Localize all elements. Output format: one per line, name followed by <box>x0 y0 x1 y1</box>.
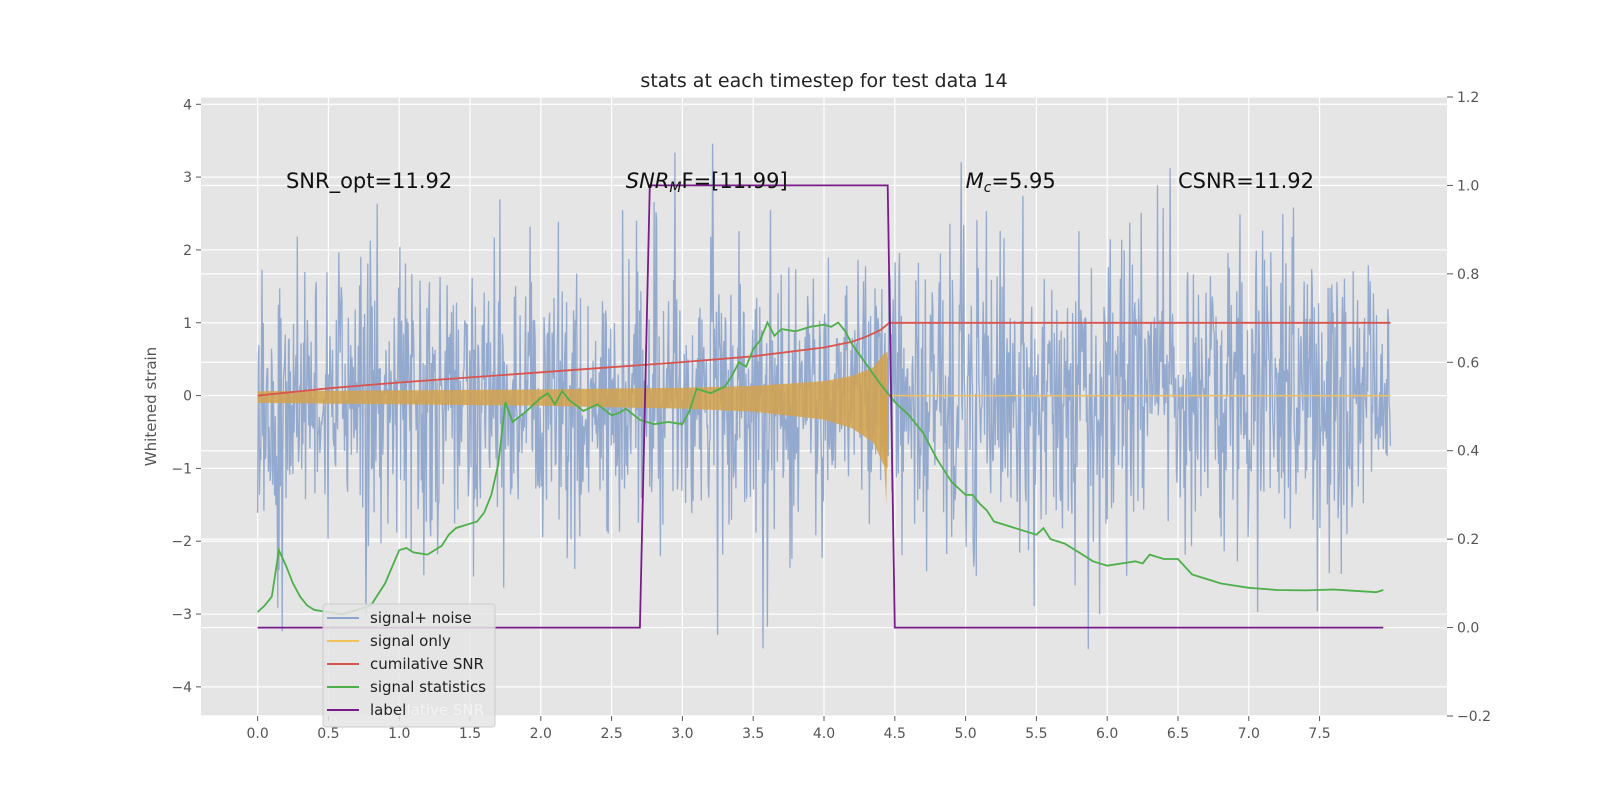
series-signal-only <box>257 351 1391 505</box>
annotation-snr-opt: SNR_opt=11.92 <box>286 169 452 194</box>
chart-title: stats at each timestep for test data 14 <box>640 70 1007 92</box>
y-tick-label: −3 <box>171 607 192 623</box>
x-tick-label: 6.0 <box>1096 726 1118 742</box>
y-tick-label: 3 <box>183 170 192 186</box>
x-tick-label: 3.0 <box>671 726 693 742</box>
series-line-signal-statistics <box>256 320 1384 616</box>
legend-label-signal-noise: signal+ noise <box>370 609 472 627</box>
x-tick-label: 0.5 <box>317 726 339 742</box>
signal-only-envelope <box>257 351 888 469</box>
legend-items: signal+ noise signal only cumilative SNR si… <box>327 609 486 719</box>
y2-tick-label: 0.0 <box>1457 621 1479 637</box>
legend-label-signal-statistics: signal statistics <box>370 678 486 696</box>
y2-tick-label: 1.0 <box>1457 178 1479 194</box>
y-axis-label: Whitened strain <box>142 347 160 466</box>
y2-tick-label: 0.8 <box>1457 267 1479 283</box>
x-tick-label: 7.0 <box>1238 726 1260 742</box>
y-tick-label: 0 <box>183 389 192 405</box>
series-lines <box>256 184 1391 629</box>
annotation-snr-mf: SNRMF=[11.99] <box>626 169 788 196</box>
legend-label-label: label <box>370 701 406 719</box>
signal-only-spike <box>880 395 888 505</box>
y-tick-label: −4 <box>171 680 192 696</box>
y2-tick-label: 0.2 <box>1457 532 1479 548</box>
axes: 0.0 0.5 1.0 1.5 2.0 2.5 3.0 3.5 4.0 4.5 5.0 5.5 6.0 6… <box>171 90 1491 742</box>
y2-tick-label: 0.4 <box>1457 444 1479 460</box>
legend-label-signal-only: signal only <box>370 632 451 650</box>
x-tick-label: 4.5 <box>884 726 906 742</box>
y-tick-label: 2 <box>183 243 192 259</box>
x-tick-label: 1.0 <box>388 726 410 742</box>
annotation-csnr: CSNR=11.92 <box>1178 169 1314 193</box>
x-tick-label: 7.5 <box>1308 726 1330 742</box>
y-tick-label: −1 <box>171 461 192 477</box>
y2-tick-label: 0.6 <box>1457 355 1479 371</box>
annotation-mc: Mc=5.95 <box>966 169 1056 196</box>
series-line-cumilative-snr <box>257 321 1391 397</box>
legend-ghost-text: cumilative SNR <box>370 701 484 719</box>
x-tick-label: 4.0 <box>813 726 835 742</box>
y2-tick-label: −0.2 <box>1457 709 1491 725</box>
y-tick-label: 1 <box>183 316 192 332</box>
x-tick-label: 5.5 <box>1025 726 1047 742</box>
x-tick-label: 3.5 <box>742 726 764 742</box>
y2-tick-label: 1.2 <box>1457 90 1479 106</box>
legend-box <box>322 603 496 728</box>
x-tick-label: 6.5 <box>1167 726 1189 742</box>
x-tick-label: 2.5 <box>600 726 622 742</box>
legend-label-cumilative-snr: cumilative SNR <box>370 655 484 673</box>
y-tick-label: 4 <box>183 97 192 113</box>
legend: cumilative SNR signal+ noise signal only c… <box>322 603 496 728</box>
x-tick-label: 0.0 <box>247 726 269 742</box>
x-tick-label: 1.5 <box>459 726 481 742</box>
x-tick-label: 5.0 <box>954 726 976 742</box>
series-line-label <box>257 184 1384 629</box>
x-tick-label: 2.0 <box>530 726 552 742</box>
y-tick-label: −2 <box>171 534 192 550</box>
annotations: SNR_opt=11.92 SNRMF=[11.99] Mc=5.95 CSNR=11… <box>286 169 1314 196</box>
